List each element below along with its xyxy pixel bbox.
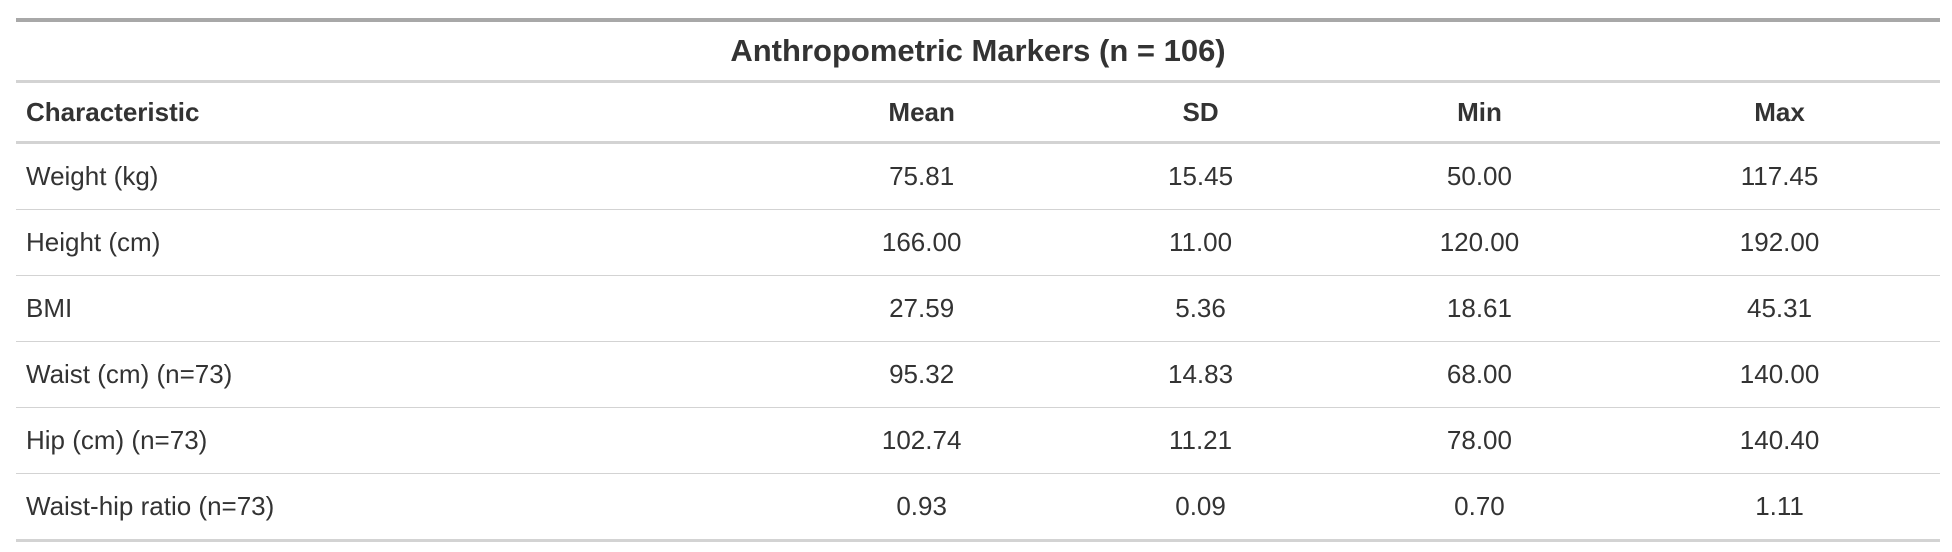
cell-max: 1.11 (1619, 473, 1940, 542)
header-sd: SD (1061, 83, 1340, 144)
table-title: Anthropometric Markers (n = 106) (16, 22, 1940, 83)
cell-min: 18.61 (1339, 275, 1620, 342)
row-label: Height (cm) (16, 209, 782, 276)
anthropometric-table: Anthropometric Markers (n = 106) Charact… (16, 22, 1940, 542)
table-row: Height (cm) 166.00 11.00 120.00 192.00 (16, 209, 1940, 276)
table-body: Weight (kg) 75.81 15.45 50.00 117.45 Hei… (16, 142, 1940, 542)
cell-max: 140.00 (1619, 341, 1940, 408)
cell-min: 120.00 (1339, 209, 1620, 276)
table-container: Anthropometric Markers (n = 106) Charact… (16, 0, 1940, 542)
cell-mean: 102.74 (781, 407, 1062, 474)
cell-sd: 14.83 (1061, 341, 1340, 408)
table-row: Weight (kg) 75.81 15.45 50.00 117.45 (16, 142, 1940, 210)
row-label: Waist-hip ratio (n=73) (16, 473, 782, 542)
cell-max: 117.45 (1619, 142, 1940, 210)
header-characteristic: Characteristic (16, 83, 782, 144)
row-label: BMI (16, 275, 782, 342)
cell-min: 78.00 (1339, 407, 1620, 474)
table-top-rule (16, 18, 1940, 22)
row-label: Waist (cm) (n=73) (16, 341, 782, 408)
cell-mean: 75.81 (781, 142, 1062, 210)
table-row: BMI 27.59 5.36 18.61 45.31 (16, 275, 1940, 342)
cell-mean: 27.59 (781, 275, 1062, 342)
cell-max: 45.31 (1619, 275, 1940, 342)
table-row: Waist (cm) (n=73) 95.32 14.83 68.00 140.… (16, 341, 1940, 408)
cell-mean: 0.93 (781, 473, 1062, 542)
row-label: Weight (kg) (16, 142, 782, 210)
cell-sd: 0.09 (1061, 473, 1340, 542)
header-max: Max (1619, 83, 1940, 144)
cell-mean: 95.32 (781, 341, 1062, 408)
header-mean: Mean (781, 83, 1062, 144)
cell-sd: 11.21 (1061, 407, 1340, 474)
cell-min: 50.00 (1339, 142, 1620, 210)
cell-max: 192.00 (1619, 209, 1940, 276)
header-row: Characteristic Mean SD Min Max (16, 83, 1940, 144)
table-header: Characteristic Mean SD Min Max (16, 83, 1940, 144)
header-min: Min (1339, 83, 1620, 144)
cell-min: 68.00 (1339, 341, 1620, 408)
cell-max: 140.40 (1619, 407, 1940, 474)
cell-mean: 166.00 (781, 209, 1062, 276)
row-label: Hip (cm) (n=73) (16, 407, 782, 474)
cell-sd: 11.00 (1061, 209, 1340, 276)
table-row: Hip (cm) (n=73) 102.74 11.21 78.00 140.4… (16, 407, 1940, 474)
cell-sd: 5.36 (1061, 275, 1340, 342)
cell-sd: 15.45 (1061, 142, 1340, 210)
table-row: Waist-hip ratio (n=73) 0.93 0.09 0.70 1.… (16, 473, 1940, 542)
cell-min: 0.70 (1339, 473, 1620, 542)
